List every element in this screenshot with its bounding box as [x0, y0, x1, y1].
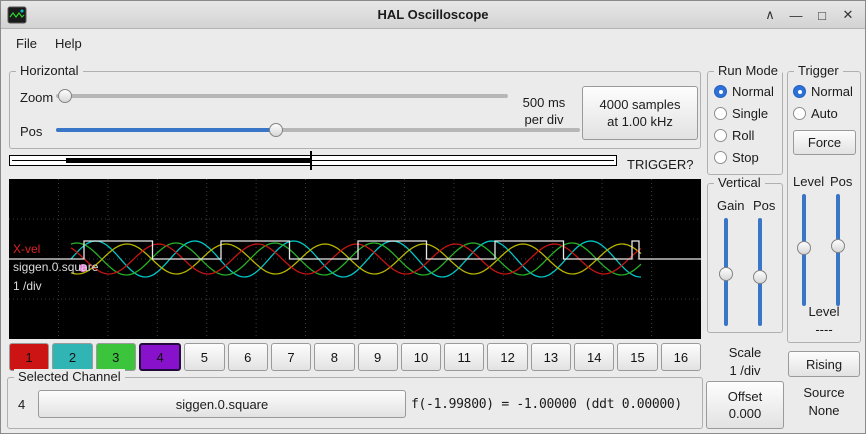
- channel1-name-overlay: X-vel: [13, 242, 40, 256]
- scale-label: Scale: [707, 345, 783, 360]
- selected-channel-readout: f(-1.99800) = -1.00000 (ddt 0.00000): [411, 397, 682, 412]
- menu-help[interactable]: Help: [46, 33, 91, 54]
- vertical-pos-slider-handle[interactable]: [753, 270, 767, 284]
- gain-label: Gain: [717, 198, 744, 213]
- trigger-source-label: Source: [787, 385, 861, 400]
- zoom-slider-handle[interactable]: [58, 89, 72, 103]
- run-mode-roll[interactable]: Roll: [714, 128, 754, 143]
- radio-icon[interactable]: [714, 107, 727, 120]
- menubar: File Help: [1, 30, 865, 56]
- channel-button-1[interactable]: 1: [9, 343, 49, 371]
- zoom-label: Zoom: [20, 90, 53, 105]
- run-mode-group: Run Mode Normal Single Roll Stop: [707, 71, 783, 175]
- run-mode-stop[interactable]: Stop: [714, 150, 759, 165]
- zoom-slider-track[interactable]: [56, 94, 508, 98]
- channel-button-6[interactable]: 6: [228, 343, 268, 371]
- trigger-level-slider-handle[interactable]: [797, 241, 811, 255]
- channel-button-11[interactable]: 11: [444, 343, 484, 371]
- channel-button-13[interactable]: 13: [531, 343, 571, 371]
- horizontal-pos-slider-fill: [56, 128, 276, 132]
- horizontal-pos-slider[interactable]: [56, 122, 580, 138]
- close-icon[interactable]: ✕: [841, 7, 855, 23]
- radio-icon[interactable]: [793, 107, 806, 120]
- trigger-pos-slider-label: Pos: [830, 174, 852, 189]
- run-mode-single[interactable]: Single: [714, 106, 768, 121]
- trigger-group-label: Trigger: [794, 63, 843, 79]
- channel-button-8[interactable]: 8: [314, 343, 354, 371]
- selected-channel-group-label: Selected Channel: [14, 369, 125, 385]
- minimize-icon[interactable]: —: [789, 8, 803, 23]
- force-button[interactable]: Force: [793, 130, 856, 155]
- window-title: HAL Oscilloscope: [1, 7, 865, 22]
- vertical-pos-slider[interactable]: [752, 218, 768, 326]
- titlebar: HAL Oscilloscope ∧ — □ ✕: [1, 1, 865, 29]
- zoom-slider[interactable]: [56, 88, 508, 104]
- trigger-source-value: None: [787, 403, 861, 418]
- trigger-pos-slider[interactable]: [830, 194, 846, 306]
- window-controls: ∧ — □ ✕: [763, 1, 855, 29]
- channel-button-9[interactable]: 9: [358, 343, 398, 371]
- horizontal-group-label: Horizontal: [16, 63, 83, 79]
- radio-icon[interactable]: [714, 151, 727, 164]
- record-view-window: [66, 158, 312, 163]
- hal-oscilloscope-window: HAL Oscilloscope ∧ — □ ✕ File Help Horiz…: [0, 0, 866, 434]
- shade-icon[interactable]: ∧: [763, 7, 777, 23]
- record-view-trigger-marker: [310, 151, 312, 170]
- vertical-pos-label: Pos: [753, 198, 775, 213]
- trigger-level-value: ----: [788, 322, 860, 337]
- channel-button-12[interactable]: 12: [487, 343, 527, 371]
- channel-button-2[interactable]: 2: [52, 343, 92, 371]
- run-mode-normal[interactable]: Normal: [714, 84, 774, 99]
- horizontal-pos-slider-handle[interactable]: [269, 123, 283, 137]
- gain-slider[interactable]: [718, 218, 734, 326]
- trigger-level-label: Level: [788, 304, 860, 319]
- horizontal-group: Horizontal Zoom 500 ms per div 4000 samp…: [9, 71, 701, 149]
- channel-button-7[interactable]: 7: [271, 343, 311, 371]
- waveform-plot: [9, 179, 701, 339]
- selected-channel-name-overlay: siggen.0.square: [13, 260, 98, 274]
- scale-value: 1 /div: [707, 363, 783, 378]
- selected-channel-name-button[interactable]: siggen.0.square: [38, 390, 406, 418]
- scope-display: X-vel siggen.0.square 1 /div: [9, 179, 701, 339]
- trigger-auto[interactable]: Auto: [793, 106, 838, 121]
- channel-button-3[interactable]: 3: [96, 343, 136, 371]
- channel-button-row: 12345678910111213141516: [9, 343, 701, 371]
- radio-icon[interactable]: [714, 129, 727, 142]
- trigger-level-slider[interactable]: [796, 194, 812, 306]
- radio-icon[interactable]: [793, 85, 806, 98]
- pos-label: Pos: [20, 124, 42, 139]
- trigger-pos-slider-handle[interactable]: [831, 239, 845, 253]
- channel-button-15[interactable]: 15: [617, 343, 657, 371]
- offset-button[interactable]: Offset 0.000: [706, 381, 784, 429]
- record-view-bar: [9, 155, 617, 166]
- menu-file[interactable]: File: [7, 33, 46, 54]
- channel-button-10[interactable]: 10: [401, 343, 441, 371]
- channel-button-4[interactable]: 4: [139, 343, 181, 371]
- samples-button[interactable]: 4000 samples at 1.00 kHz: [582, 86, 698, 140]
- vertical-group: Vertical Gain Pos: [707, 183, 783, 333]
- trigger-edge-button[interactable]: Rising: [788, 351, 860, 377]
- selected-channel-group: Selected Channel 4 siggen.0.square f(-1.…: [7, 377, 703, 429]
- vertical-group-label: Vertical: [714, 175, 765, 191]
- trigger-normal[interactable]: Normal: [793, 84, 853, 99]
- trigger-level-slider-label: Level: [793, 174, 824, 189]
- selected-channel-number: 4: [18, 397, 25, 412]
- channel-button-5[interactable]: 5: [184, 343, 224, 371]
- run-mode-group-label: Run Mode: [714, 63, 782, 79]
- scale-overlay: 1 /div: [13, 279, 42, 293]
- trigger-status-label: TRIGGER?: [627, 157, 693, 172]
- channel-button-16[interactable]: 16: [661, 343, 701, 371]
- radio-icon[interactable]: [714, 85, 727, 98]
- maximize-icon[interactable]: □: [815, 8, 829, 23]
- channel-button-14[interactable]: 14: [574, 343, 614, 371]
- trigger-group: Trigger Normal Auto Force Level Pos Leve…: [787, 71, 861, 343]
- gain-slider-handle[interactable]: [719, 267, 733, 281]
